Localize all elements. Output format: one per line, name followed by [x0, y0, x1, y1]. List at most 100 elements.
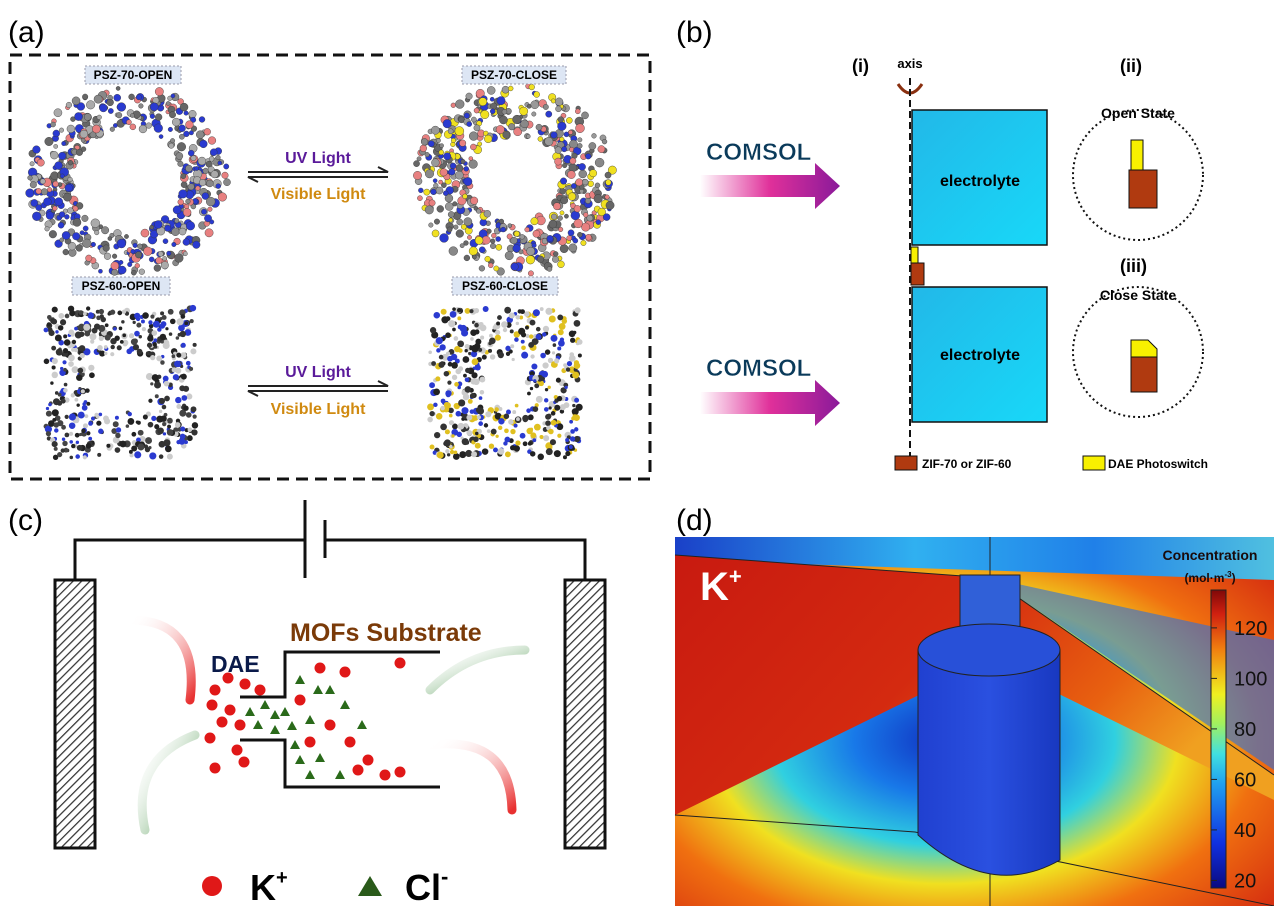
atom	[115, 433, 120, 438]
atom	[86, 431, 90, 435]
atom	[86, 402, 90, 406]
atom	[122, 334, 126, 338]
atom	[520, 433, 526, 439]
atom	[52, 418, 56, 422]
atom	[459, 451, 466, 458]
anion	[295, 675, 305, 684]
atom	[592, 133, 597, 138]
atom	[59, 128, 64, 133]
atom	[169, 332, 173, 336]
atom	[204, 128, 211, 135]
atom	[606, 201, 614, 209]
atom	[83, 455, 87, 459]
atom	[171, 228, 179, 236]
colorbar-tick-label: 80	[1234, 719, 1256, 741]
atom	[68, 361, 74, 367]
atom	[99, 104, 107, 112]
atom	[569, 355, 576, 362]
atom	[574, 219, 583, 228]
atom	[52, 441, 58, 447]
atom	[78, 310, 83, 315]
atom	[421, 138, 428, 145]
atom	[63, 249, 69, 255]
atom	[538, 136, 543, 141]
atom	[163, 340, 170, 347]
atom	[589, 142, 596, 149]
atom	[454, 336, 459, 341]
dae-label: DAE	[211, 651, 260, 677]
atom	[131, 432, 136, 437]
atom	[498, 352, 504, 358]
unit-end: )	[1232, 571, 1236, 585]
atom	[36, 188, 42, 194]
atom	[532, 243, 537, 248]
atom	[552, 256, 558, 262]
atom	[454, 450, 458, 454]
atom	[574, 360, 579, 365]
atom	[54, 109, 62, 117]
atom	[479, 247, 485, 253]
atom	[162, 405, 167, 410]
atom	[543, 326, 549, 332]
atom	[450, 311, 457, 318]
atom	[172, 354, 176, 358]
atom	[224, 164, 229, 169]
atom	[30, 162, 34, 166]
atom	[76, 245, 83, 252]
atom	[512, 358, 515, 361]
atom	[572, 372, 579, 379]
atom	[429, 223, 434, 228]
atom	[493, 447, 498, 452]
atom	[80, 231, 84, 235]
atom	[63, 348, 68, 353]
atom	[88, 365, 94, 371]
sub-label: (ii)	[1120, 56, 1142, 76]
atom	[516, 322, 519, 325]
atom	[577, 339, 583, 345]
atom	[185, 121, 193, 129]
atom	[451, 103, 456, 108]
atom	[150, 315, 154, 319]
atom	[63, 334, 67, 338]
atom	[148, 399, 152, 403]
atom	[550, 439, 556, 445]
atom	[558, 122, 567, 131]
atom	[447, 227, 452, 232]
atom	[98, 429, 103, 434]
atom	[527, 392, 531, 396]
atom	[445, 202, 453, 210]
atom	[413, 161, 419, 167]
atom	[120, 340, 124, 344]
atom	[464, 218, 472, 226]
atom	[174, 218, 179, 223]
atom	[551, 420, 557, 426]
atom	[472, 358, 479, 365]
atom	[479, 377, 485, 383]
atom	[60, 238, 64, 242]
atom	[32, 212, 41, 221]
ion-symbol: K	[700, 565, 729, 609]
atom	[446, 316, 451, 321]
atom	[437, 205, 444, 212]
atom	[564, 402, 570, 408]
atom	[439, 355, 444, 360]
atom	[515, 440, 520, 445]
atom	[458, 324, 463, 329]
atom	[435, 376, 440, 381]
atom	[218, 161, 222, 165]
cation	[225, 705, 236, 716]
atom	[463, 356, 470, 363]
atom	[104, 352, 107, 355]
atom	[52, 206, 57, 211]
atom	[108, 237, 112, 241]
atom	[474, 329, 479, 334]
arrow	[248, 391, 388, 396]
atom	[67, 208, 73, 214]
atom	[452, 202, 457, 207]
atom	[475, 236, 483, 244]
atom	[457, 316, 461, 320]
atom	[97, 115, 102, 120]
anion	[335, 770, 345, 779]
atom	[88, 437, 92, 441]
atom	[548, 386, 551, 389]
